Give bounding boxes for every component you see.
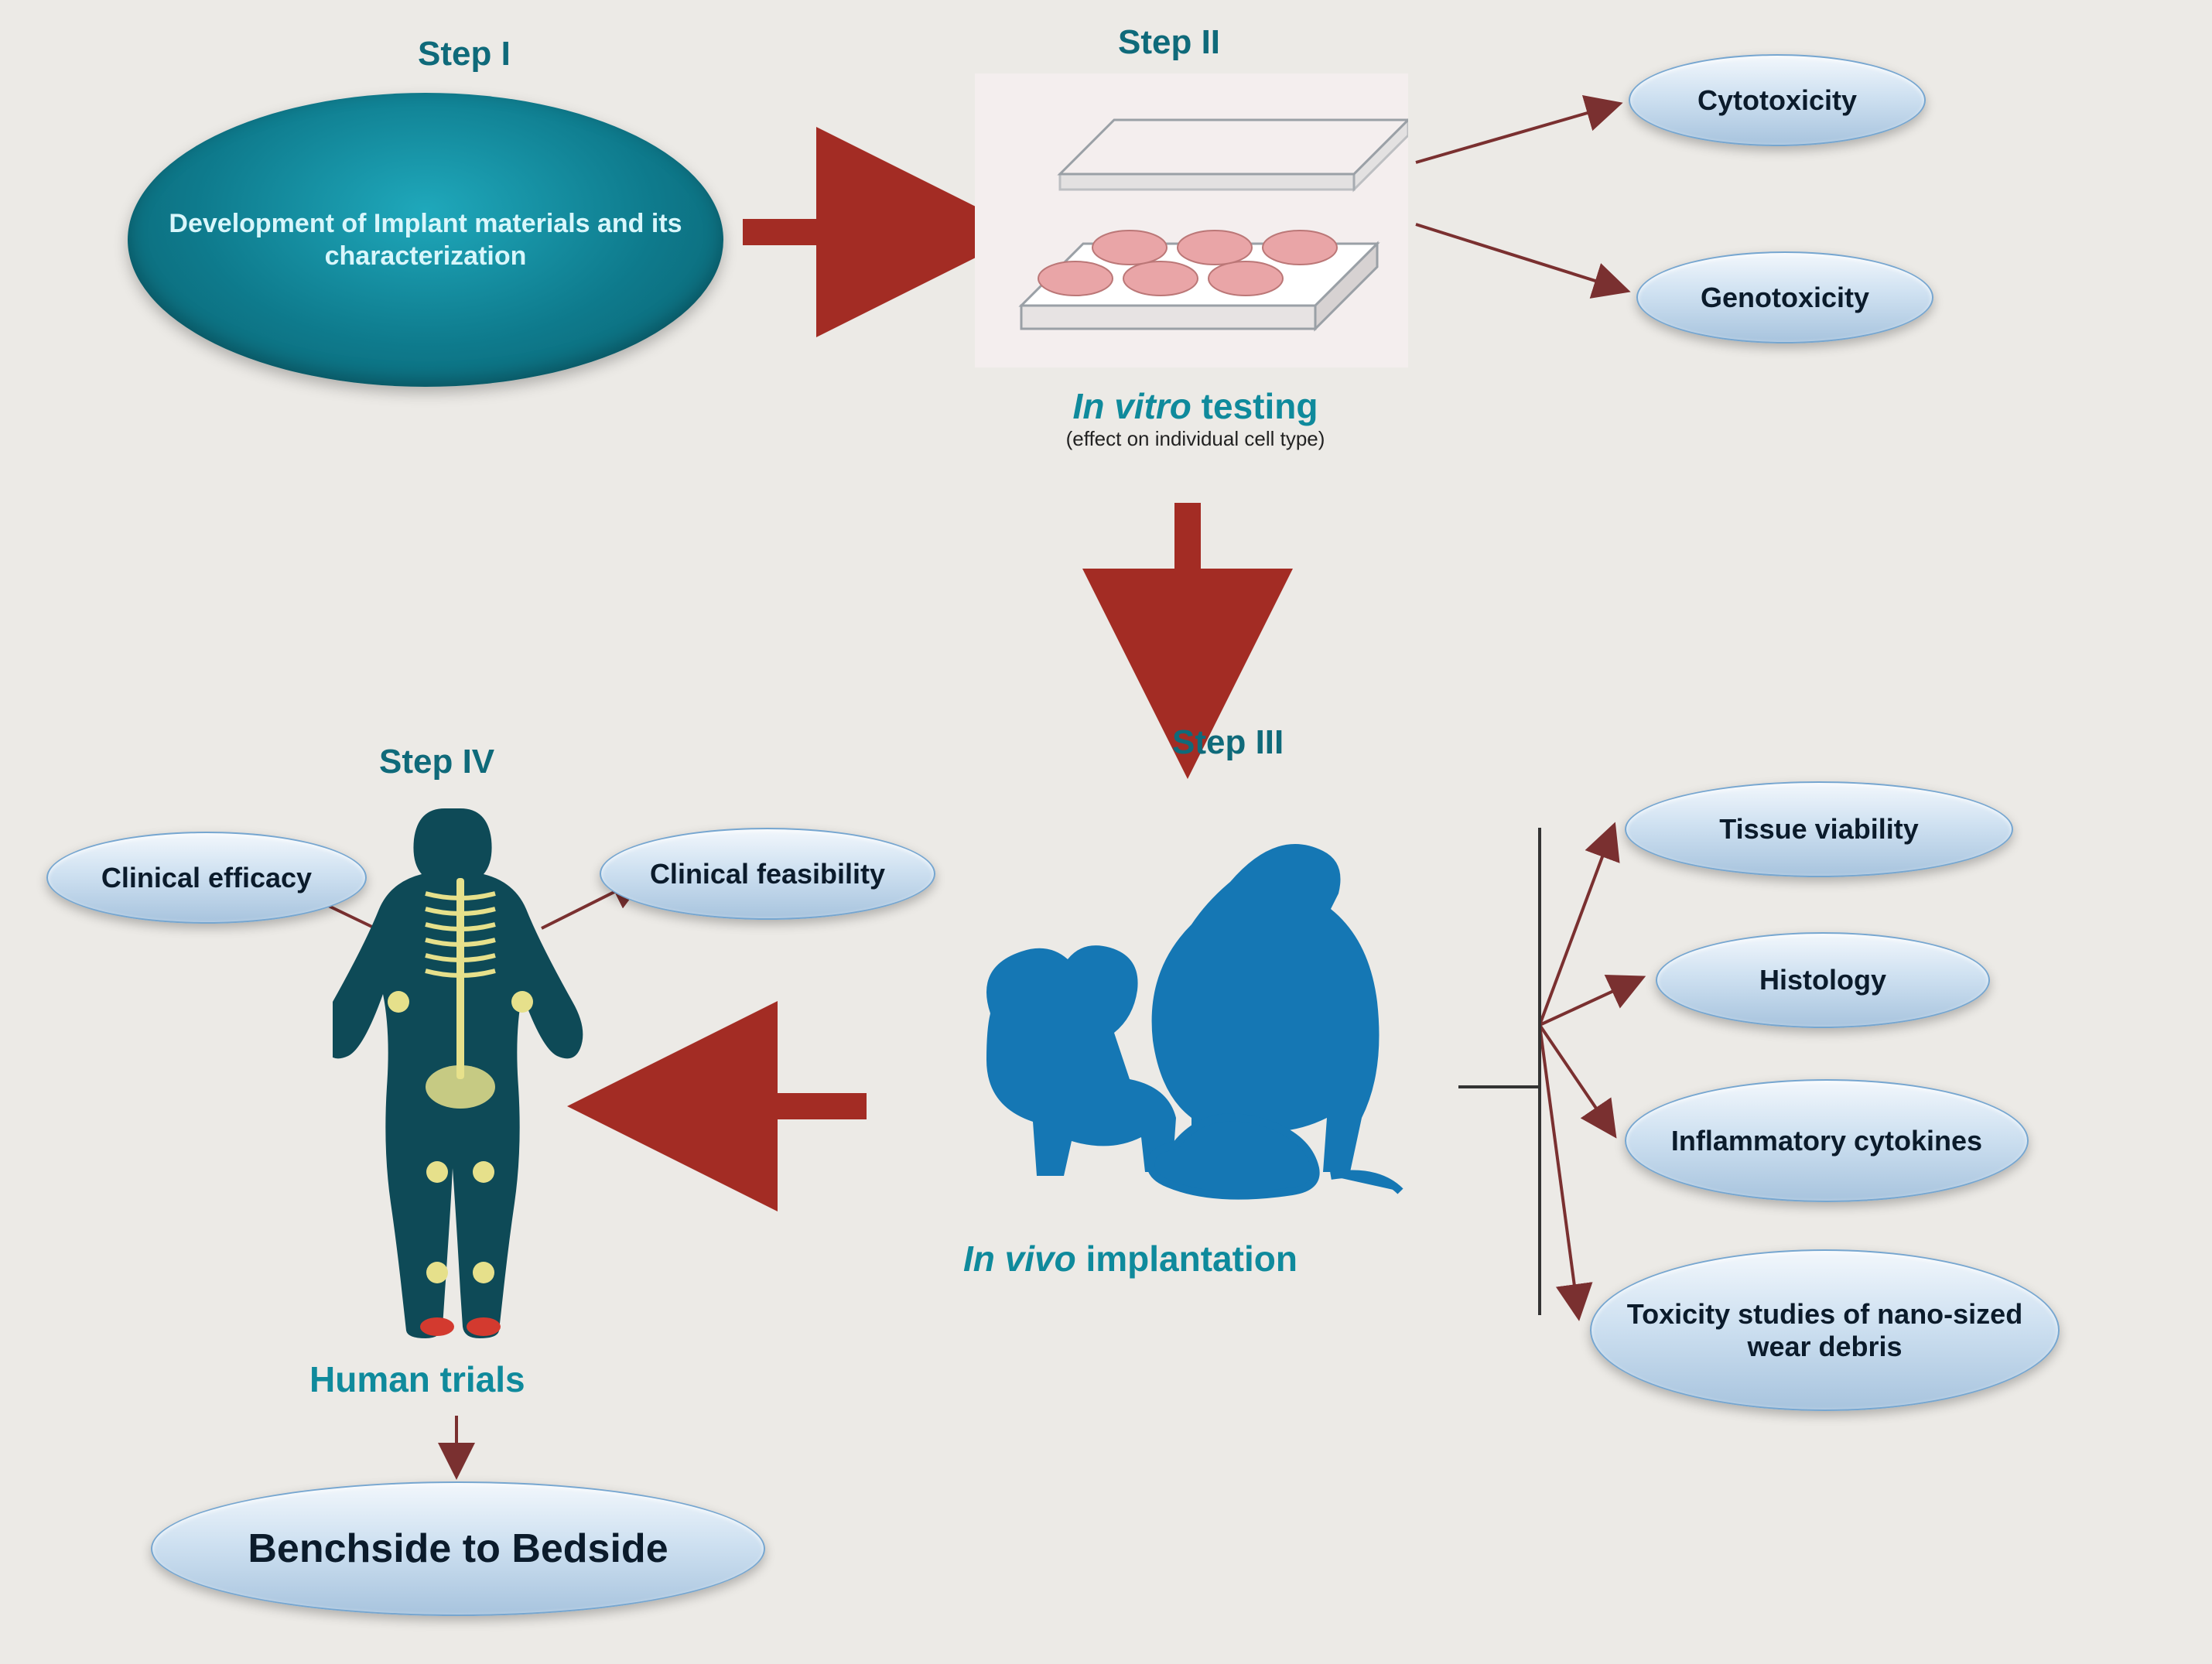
step1-label: Step I: [418, 35, 511, 73]
pill-histology-text: Histology: [1759, 964, 1886, 996]
pill-benchside-to-bedside: Benchside to Bedside: [151, 1481, 765, 1616]
pill-clinical-efficacy: Clinical efficacy: [46, 832, 367, 924]
pill-inflammatory-cytokines: Inflammatory cytokines: [1625, 1079, 2029, 1202]
diagram-canvas: Step I Development of Implant materials …: [0, 0, 2212, 1664]
pill-wear-text: Toxicity studies of nano-sized wear debr…: [1610, 1298, 2039, 1362]
step2-caption-sub: (effect on individual cell type): [1066, 427, 1325, 450]
step2-caption-main: In vitro testing: [1073, 386, 1318, 426]
pill-histology: Histology: [1656, 932, 1990, 1028]
step3-caption-rest: implantation: [1076, 1239, 1297, 1279]
step2-caption-rest: testing: [1191, 386, 1318, 426]
pill-feasibility-text: Clinical feasibility: [650, 858, 885, 890]
pill-cytokines-text: Inflammatory cytokines: [1671, 1125, 1982, 1157]
pill-genotoxicity-text: Genotoxicity: [1701, 282, 1869, 314]
pill-wear-debris: Toxicity studies of nano-sized wear debr…: [1590, 1249, 2060, 1411]
step1-ellipse: Development of Implant materials and its…: [128, 93, 723, 387]
pill-tissue-text: Tissue viability: [1719, 813, 1918, 845]
well-plate-illustration: [975, 73, 1408, 367]
pill-clinical-feasibility: Clinical feasibility: [600, 828, 935, 920]
step1-ellipse-text: Development of Implant materials and its…: [128, 207, 723, 273]
pill-cytotoxicity-text: Cytotoxicity: [1697, 84, 1857, 117]
pill-cytotoxicity: Cytotoxicity: [1629, 54, 1926, 146]
pill-tissue-viability: Tissue viability: [1625, 781, 2013, 877]
step2-caption-italic: In vitro: [1073, 386, 1191, 426]
step3-caption-italic: In vivo: [963, 1239, 1076, 1279]
human-skeleton-illustration: [333, 801, 588, 1342]
step3-caption: In vivo implantation: [963, 1238, 1297, 1280]
pill-efficacy-text: Clinical efficacy: [101, 862, 312, 894]
step2-label: Step II: [1118, 23, 1220, 62]
step2-caption: In vitro testing (effect on individual c…: [1010, 385, 1381, 451]
step4-label: Step IV: [379, 743, 494, 781]
step3-label: Step III: [1172, 723, 1284, 762]
step4-caption: Human trials: [309, 1358, 525, 1400]
pill-genotoxicity: Genotoxicity: [1636, 251, 1933, 343]
pill-bench-text: Benchside to Bedside: [248, 1526, 668, 1572]
animals-illustration: [897, 812, 1455, 1222]
step3-caption-main: In vivo implantation: [963, 1239, 1297, 1279]
